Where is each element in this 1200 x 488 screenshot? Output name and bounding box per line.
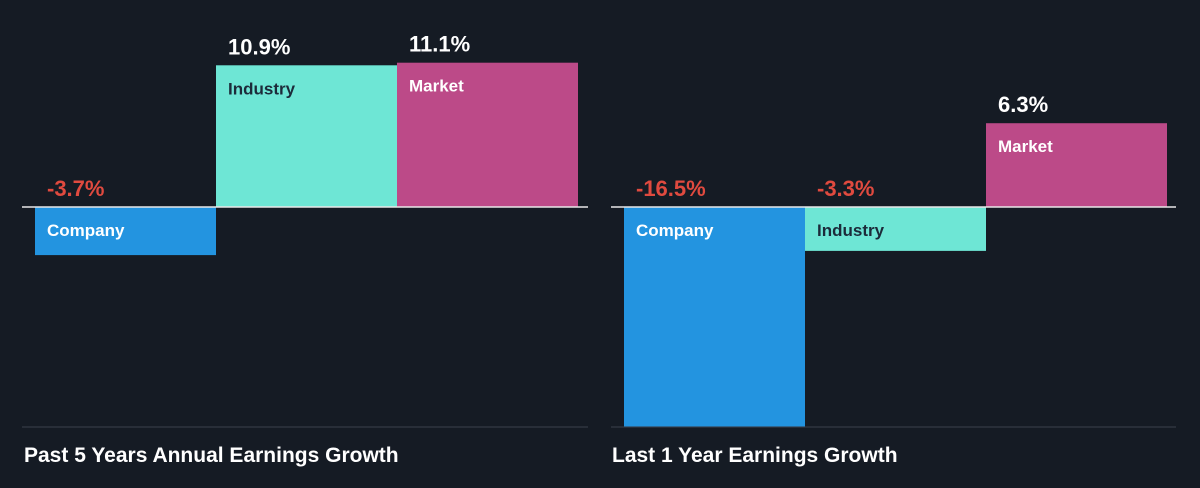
value-label-company-one-year: -16.5% — [636, 176, 706, 201]
chart-title-one-year: Last 1 Year Earnings Growth — [612, 444, 898, 467]
bar-industry-one-year — [805, 207, 986, 251]
bar-company-one-year — [624, 207, 805, 427]
bar-market-one-year — [986, 123, 1167, 207]
bar-industry-five-year — [216, 65, 397, 207]
bar-label-market-five-year: Market — [409, 77, 464, 96]
bar-label-market-one-year: Market — [998, 137, 1053, 156]
value-label-industry-one-year: -3.3% — [817, 176, 874, 201]
bar-company-five-year — [35, 207, 216, 256]
value-label-market-five-year: 11.1% — [409, 32, 470, 57]
bar-label-industry-five-year: Industry — [228, 79, 296, 98]
bar-market-five-year — [397, 62, 578, 208]
bar-label-company-one-year: Company — [636, 221, 714, 240]
value-label-company-five-year: -3.7% — [47, 176, 104, 201]
bar-label-company-five-year: Company — [47, 221, 125, 240]
value-label-industry-five-year: 10.9% — [228, 34, 290, 59]
bar-label-industry-one-year: Industry — [817, 221, 885, 240]
chart-panel-one-year: Company -16.5% Industry -3.3% Market 6.3% — [611, 92, 1176, 428]
value-label-market-one-year: 6.3% — [998, 92, 1048, 117]
chart-panel-five-year: Company -3.7% Industry 10.9% Market 11.1% — [22, 32, 588, 428]
chart-title-five-year: Past 5 Years Annual Earnings Growth — [24, 444, 399, 467]
